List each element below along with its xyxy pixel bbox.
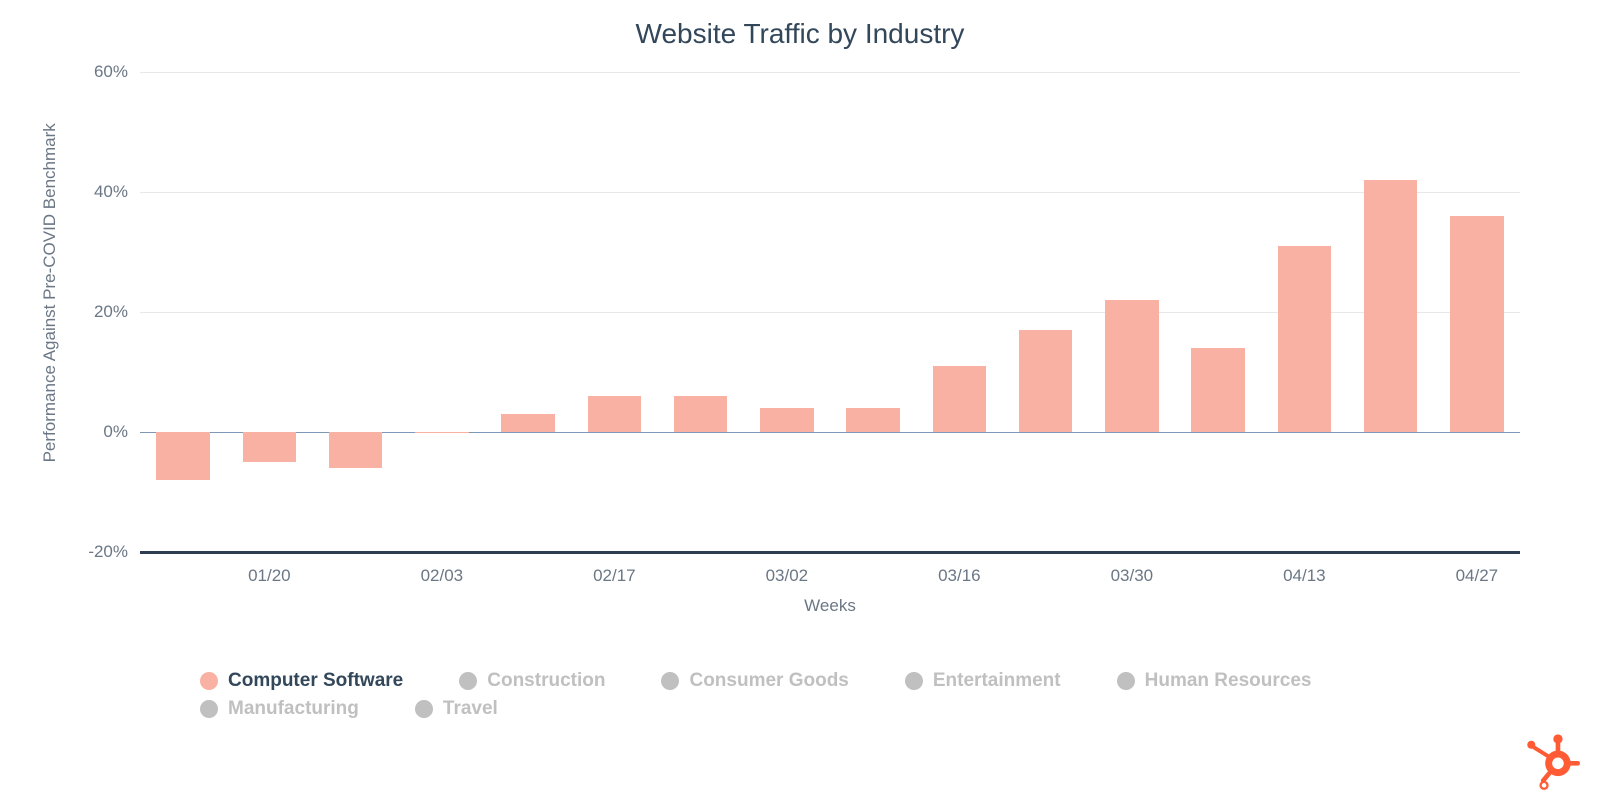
legend-swatch-icon [459,672,477,690]
legend-item[interactable]: Entertainment [905,670,1061,692]
legend-label: Travel [443,698,498,720]
grid-line [140,192,1520,193]
legend-label: Human Resources [1145,670,1312,692]
bar[interactable] [760,408,813,432]
bar[interactable] [329,432,382,468]
bar[interactable] [1450,216,1503,432]
y-tick-label: 40% [94,182,128,202]
y-tick-label: 0% [103,422,128,442]
bar[interactable] [933,366,986,432]
x-tick-label: 03/02 [757,566,817,586]
legend-swatch-icon [905,672,923,690]
x-tick-label: 03/16 [929,566,989,586]
bar[interactable] [415,432,468,433]
legend-label: Computer Software [228,670,403,692]
bar[interactable] [1105,300,1158,432]
grid-line [140,72,1520,73]
legend-item[interactable]: Consumer Goods [661,670,848,692]
bar[interactable] [1364,180,1417,432]
bar[interactable] [674,396,727,432]
legend: Computer Software Construction Consumer Go… [200,670,1400,726]
x-tick-label: 02/17 [584,566,644,586]
legend-label: Consumer Goods [689,670,848,692]
x-tick-label: 01/20 [239,566,299,586]
bar[interactable] [501,414,554,432]
x-tick-label: 02/03 [412,566,472,586]
x-tick-label: 04/13 [1274,566,1334,586]
bar[interactable] [1191,348,1244,432]
x-tick-label: 03/30 [1102,566,1162,586]
legend-item[interactable]: Computer Software [200,670,403,692]
x-axis-label: Weeks [140,596,1520,616]
legend-item[interactable]: Construction [459,670,605,692]
bar[interactable] [846,408,899,432]
x-tick-label: 04/27 [1447,566,1507,586]
chart-title: Website Traffic by Industry [0,18,1600,50]
legend-swatch-icon [200,700,218,718]
bar[interactable] [1019,330,1072,432]
legend-swatch-icon [415,700,433,718]
hubspot-logo-icon [1522,732,1580,790]
legend-item[interactable]: Human Resources [1117,670,1312,692]
y-axis-label: Performance Against Pre-COVID Benchmark [40,106,60,480]
legend-item[interactable]: Travel [415,698,498,720]
legend-swatch-icon [1117,672,1135,690]
plot-area [140,72,1520,552]
bar[interactable] [156,432,209,480]
y-tick-label: 60% [94,62,128,82]
legend-swatch-icon [661,672,679,690]
bar[interactable] [243,432,296,462]
legend-label: Manufacturing [228,698,359,720]
bar[interactable] [1278,246,1331,432]
x-axis-baseline [140,551,1520,554]
legend-label: Construction [487,670,605,692]
legend-swatch-icon [200,672,218,690]
y-tick-label: 20% [94,302,128,322]
bar[interactable] [588,396,641,432]
y-tick-label: -20% [88,542,128,562]
legend-item[interactable]: Manufacturing [200,698,359,720]
legend-label: Entertainment [933,670,1061,692]
